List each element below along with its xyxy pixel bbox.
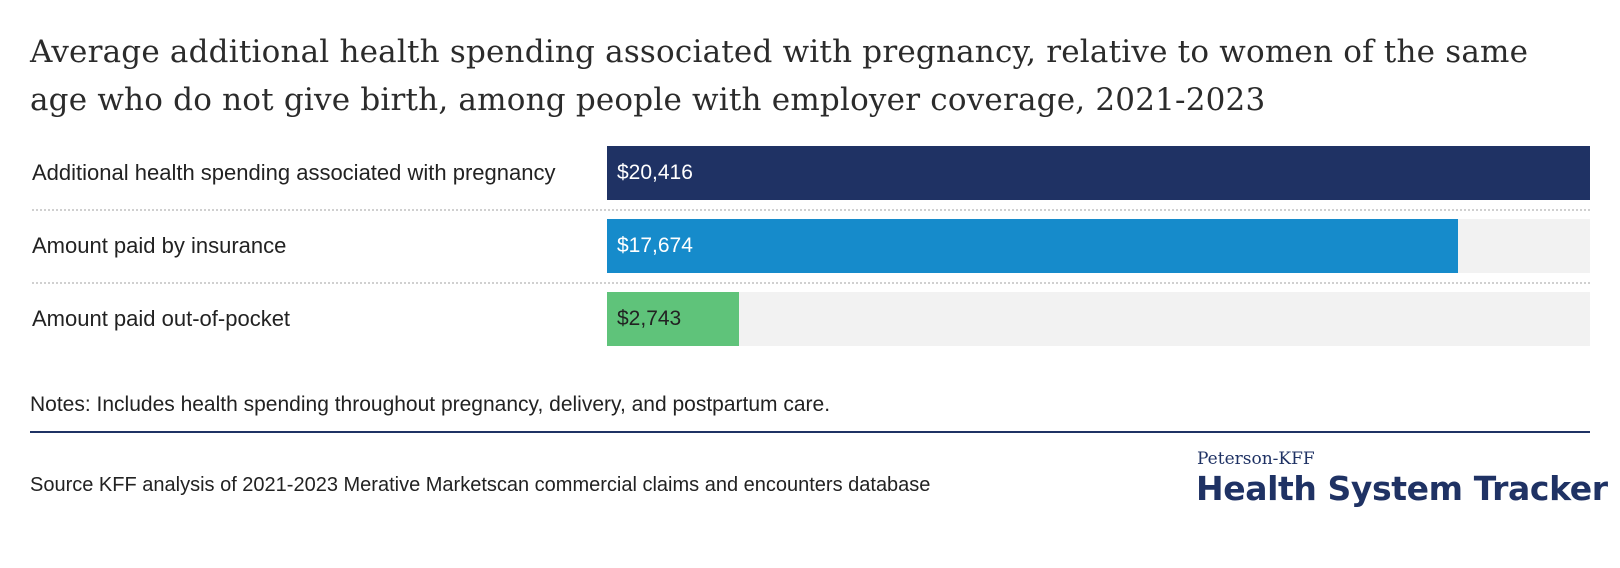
bar-value-label: $2,743 [617,307,682,330]
footer-divider [30,431,1590,433]
bar-track: $2,743 [607,292,1590,346]
logo-top-line: Peterson-KFF [1197,449,1315,469]
bar[interactable] [607,219,1458,273]
bar-track: $20,416 [607,146,1590,200]
bar[interactable] [607,292,739,346]
category-label: Additional health spending associated wi… [32,160,556,185]
chart-source: Source KFF analysis of 2021-2023 Merativ… [30,474,931,496]
bar-track: $17,674 [607,219,1590,273]
bar-row: Amount paid by insurance $17,674 [30,219,1590,273]
bar[interactable] [607,146,1590,200]
category-label: Amount paid by insurance [32,233,287,258]
chart-title: Average additional health spending assoc… [30,34,1529,118]
row-divider [32,209,1590,211]
health-system-tracker-logo[interactable]: Peterson-KFF Health System Tracker [1196,449,1608,513]
logo-main-line: Health System Tracker [1196,469,1608,508]
bar-value-label: $20,416 [617,161,693,184]
row-divider [32,282,1590,284]
bar-row: Additional health spending associated wi… [30,146,1590,200]
category-label: Amount paid out-of-pocket [32,306,291,331]
bar-chart: Additional health spending associated wi… [30,146,1590,358]
bar-value-label: $17,674 [617,234,693,257]
chart-notes: Notes: Includes health spending througho… [30,393,831,416]
bar-row: Amount paid out-of-pocket $2,743 [30,292,1590,346]
